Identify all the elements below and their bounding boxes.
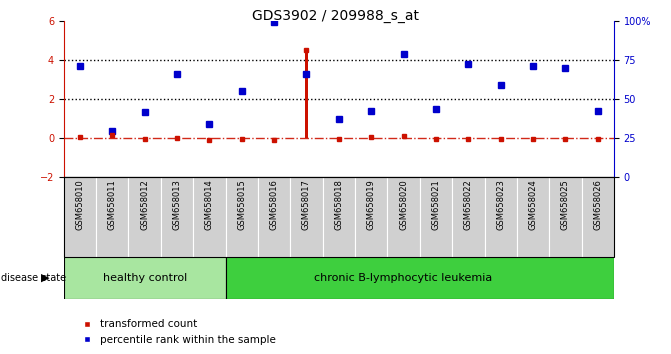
Bar bbox=[225, 257, 614, 299]
Text: GSM658023: GSM658023 bbox=[496, 179, 505, 230]
Text: GSM658014: GSM658014 bbox=[205, 179, 214, 230]
Bar bbox=[161, 177, 193, 257]
Bar bbox=[387, 177, 420, 257]
Text: GSM658013: GSM658013 bbox=[172, 179, 182, 230]
Bar bbox=[452, 177, 484, 257]
Text: GSM658025: GSM658025 bbox=[561, 179, 570, 230]
Bar bbox=[323, 177, 355, 257]
Bar bbox=[484, 177, 517, 257]
Text: GSM658017: GSM658017 bbox=[302, 179, 311, 230]
Text: healthy control: healthy control bbox=[103, 273, 187, 283]
Text: ▶: ▶ bbox=[42, 273, 50, 283]
Bar bbox=[355, 177, 387, 257]
Text: GSM658020: GSM658020 bbox=[399, 179, 408, 230]
Bar bbox=[582, 177, 614, 257]
Text: GSM658010: GSM658010 bbox=[75, 179, 85, 230]
Bar bbox=[258, 177, 291, 257]
Legend: transformed count, percentile rank within the sample: transformed count, percentile rank withi… bbox=[72, 315, 280, 349]
Text: GSM658012: GSM658012 bbox=[140, 179, 149, 230]
Bar bbox=[517, 177, 550, 257]
Bar bbox=[225, 177, 258, 257]
Bar bbox=[291, 177, 323, 257]
Text: disease state: disease state bbox=[1, 273, 66, 283]
Text: GSM658018: GSM658018 bbox=[334, 179, 344, 230]
Bar bbox=[64, 257, 225, 299]
Text: GSM658024: GSM658024 bbox=[529, 179, 537, 230]
Text: GSM658016: GSM658016 bbox=[270, 179, 278, 230]
Bar bbox=[305, 50, 309, 138]
Text: GSM658021: GSM658021 bbox=[431, 179, 440, 230]
Text: GSM658019: GSM658019 bbox=[367, 179, 376, 230]
Bar bbox=[128, 177, 161, 257]
Bar bbox=[550, 177, 582, 257]
Text: GSM658026: GSM658026 bbox=[593, 179, 603, 230]
Text: GSM658022: GSM658022 bbox=[464, 179, 473, 230]
Text: GSM658011: GSM658011 bbox=[108, 179, 117, 230]
Bar bbox=[420, 177, 452, 257]
Text: chronic B-lymphocytic leukemia: chronic B-lymphocytic leukemia bbox=[315, 273, 493, 283]
Bar bbox=[64, 177, 96, 257]
Bar bbox=[96, 177, 128, 257]
Text: GSM658015: GSM658015 bbox=[238, 179, 246, 230]
Bar bbox=[193, 177, 225, 257]
Text: GDS3902 / 209988_s_at: GDS3902 / 209988_s_at bbox=[252, 9, 419, 23]
